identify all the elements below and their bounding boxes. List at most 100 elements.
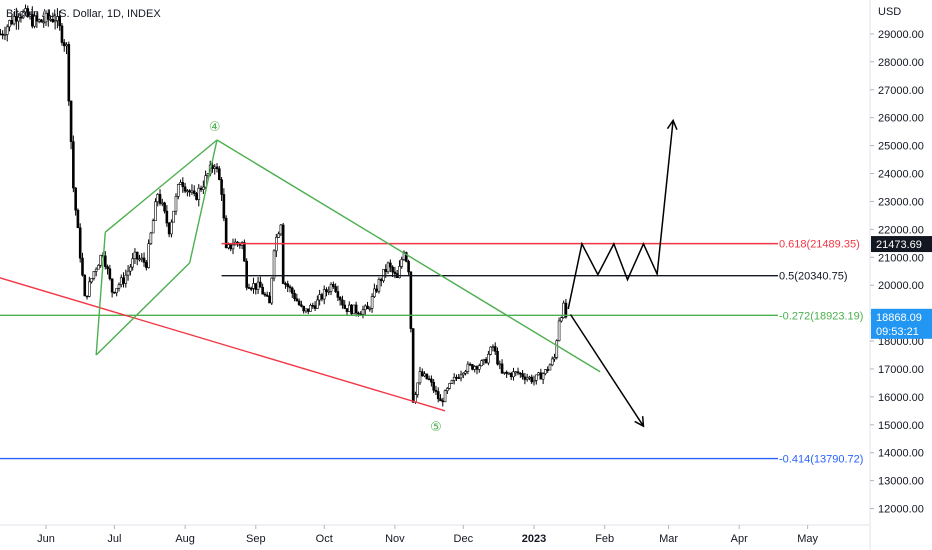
candle (277, 231, 280, 238)
candle (516, 367, 520, 376)
candle-body (407, 261, 410, 273)
candle-body (204, 175, 207, 188)
candle (53, 13, 57, 30)
candle (530, 374, 534, 384)
candle-body (1, 33, 4, 36)
candle (295, 293, 299, 302)
candle-body (370, 296, 374, 309)
candle-body (384, 269, 388, 273)
candle-body (473, 366, 477, 370)
candle-body (334, 286, 337, 292)
x-tick-label: Jun (37, 533, 55, 545)
candle-body (377, 279, 381, 292)
green-resistance-line (216, 139, 601, 373)
candle-body (272, 250, 276, 279)
candle-body (108, 268, 112, 280)
candle-body (457, 377, 461, 379)
candle-body (190, 190, 194, 193)
currency-label: USD (878, 6, 901, 18)
candle-body (243, 242, 246, 262)
candle (158, 189, 162, 206)
candle-body (532, 380, 536, 383)
candle-body (124, 274, 128, 284)
candle-body (503, 371, 506, 374)
candle (466, 361, 470, 375)
candle (67, 41, 71, 106)
candle-body (336, 291, 340, 298)
candle-body (393, 271, 397, 274)
candle (425, 373, 429, 380)
candle (407, 259, 410, 275)
candle (222, 188, 226, 222)
y-tick-label: 28000.00 (878, 57, 924, 69)
candle-body (202, 186, 205, 190)
candle (434, 385, 438, 395)
candle (493, 342, 497, 355)
candle-body (122, 277, 125, 284)
candle (5, 24, 9, 42)
candle (204, 170, 207, 190)
candle (138, 254, 141, 262)
candle (124, 269, 128, 288)
candle-body (509, 373, 513, 378)
candle-body (452, 376, 456, 381)
candle-body (343, 304, 347, 309)
candle-body (142, 257, 146, 263)
candle-body (295, 298, 299, 302)
candle (103, 251, 107, 270)
candle (443, 389, 447, 403)
candle-body (140, 257, 144, 260)
green-wedge-left (95, 232, 106, 356)
candle-body (505, 371, 508, 374)
y-tick-label: 16000.00 (878, 392, 924, 404)
fib-0-618-label: 0.618(21489.35) (779, 239, 860, 251)
candle-body (138, 258, 141, 261)
candle (448, 382, 451, 390)
candle (322, 285, 326, 305)
candle-body (313, 305, 317, 309)
candle-body (423, 373, 426, 377)
candle-body (341, 299, 344, 306)
candle-body (290, 287, 294, 294)
candle-body (131, 258, 134, 268)
candle-body (332, 283, 335, 287)
candle-body (484, 358, 488, 364)
candle (174, 193, 178, 216)
candle-body (477, 365, 481, 370)
candle (40, 18, 43, 23)
candle (202, 180, 205, 194)
candle-body (498, 363, 502, 366)
candle (261, 283, 264, 295)
candle-body (466, 363, 470, 372)
candle-body (227, 244, 230, 249)
candle (316, 295, 319, 309)
plot-area[interactable]: 0.618(21489.35) 0.5(20340.75) -0.272(18923… (0, 4, 863, 466)
x-tick-label: Nov (385, 533, 405, 545)
candle-body (156, 194, 160, 203)
candle-body (553, 357, 556, 360)
candle-body (62, 42, 66, 47)
candle-body (539, 372, 543, 380)
candle-body (252, 283, 255, 289)
candle-body (37, 19, 41, 22)
candle-body (398, 266, 401, 279)
crosshair-price-badge (871, 236, 932, 253)
candle-body (213, 166, 217, 169)
candle (94, 267, 98, 277)
candle (99, 254, 103, 268)
candle (436, 387, 440, 403)
candle-body (3, 34, 7, 36)
candle (462, 372, 465, 379)
candle-body (8, 20, 11, 28)
candle-body (432, 381, 435, 391)
candle (361, 305, 365, 319)
candle-body (277, 233, 280, 238)
candle (352, 304, 356, 315)
candle-body (544, 369, 547, 374)
candle (560, 316, 563, 323)
candle-body (464, 371, 467, 374)
candle-body (263, 293, 267, 296)
candle (430, 375, 433, 387)
candle (281, 222, 285, 285)
